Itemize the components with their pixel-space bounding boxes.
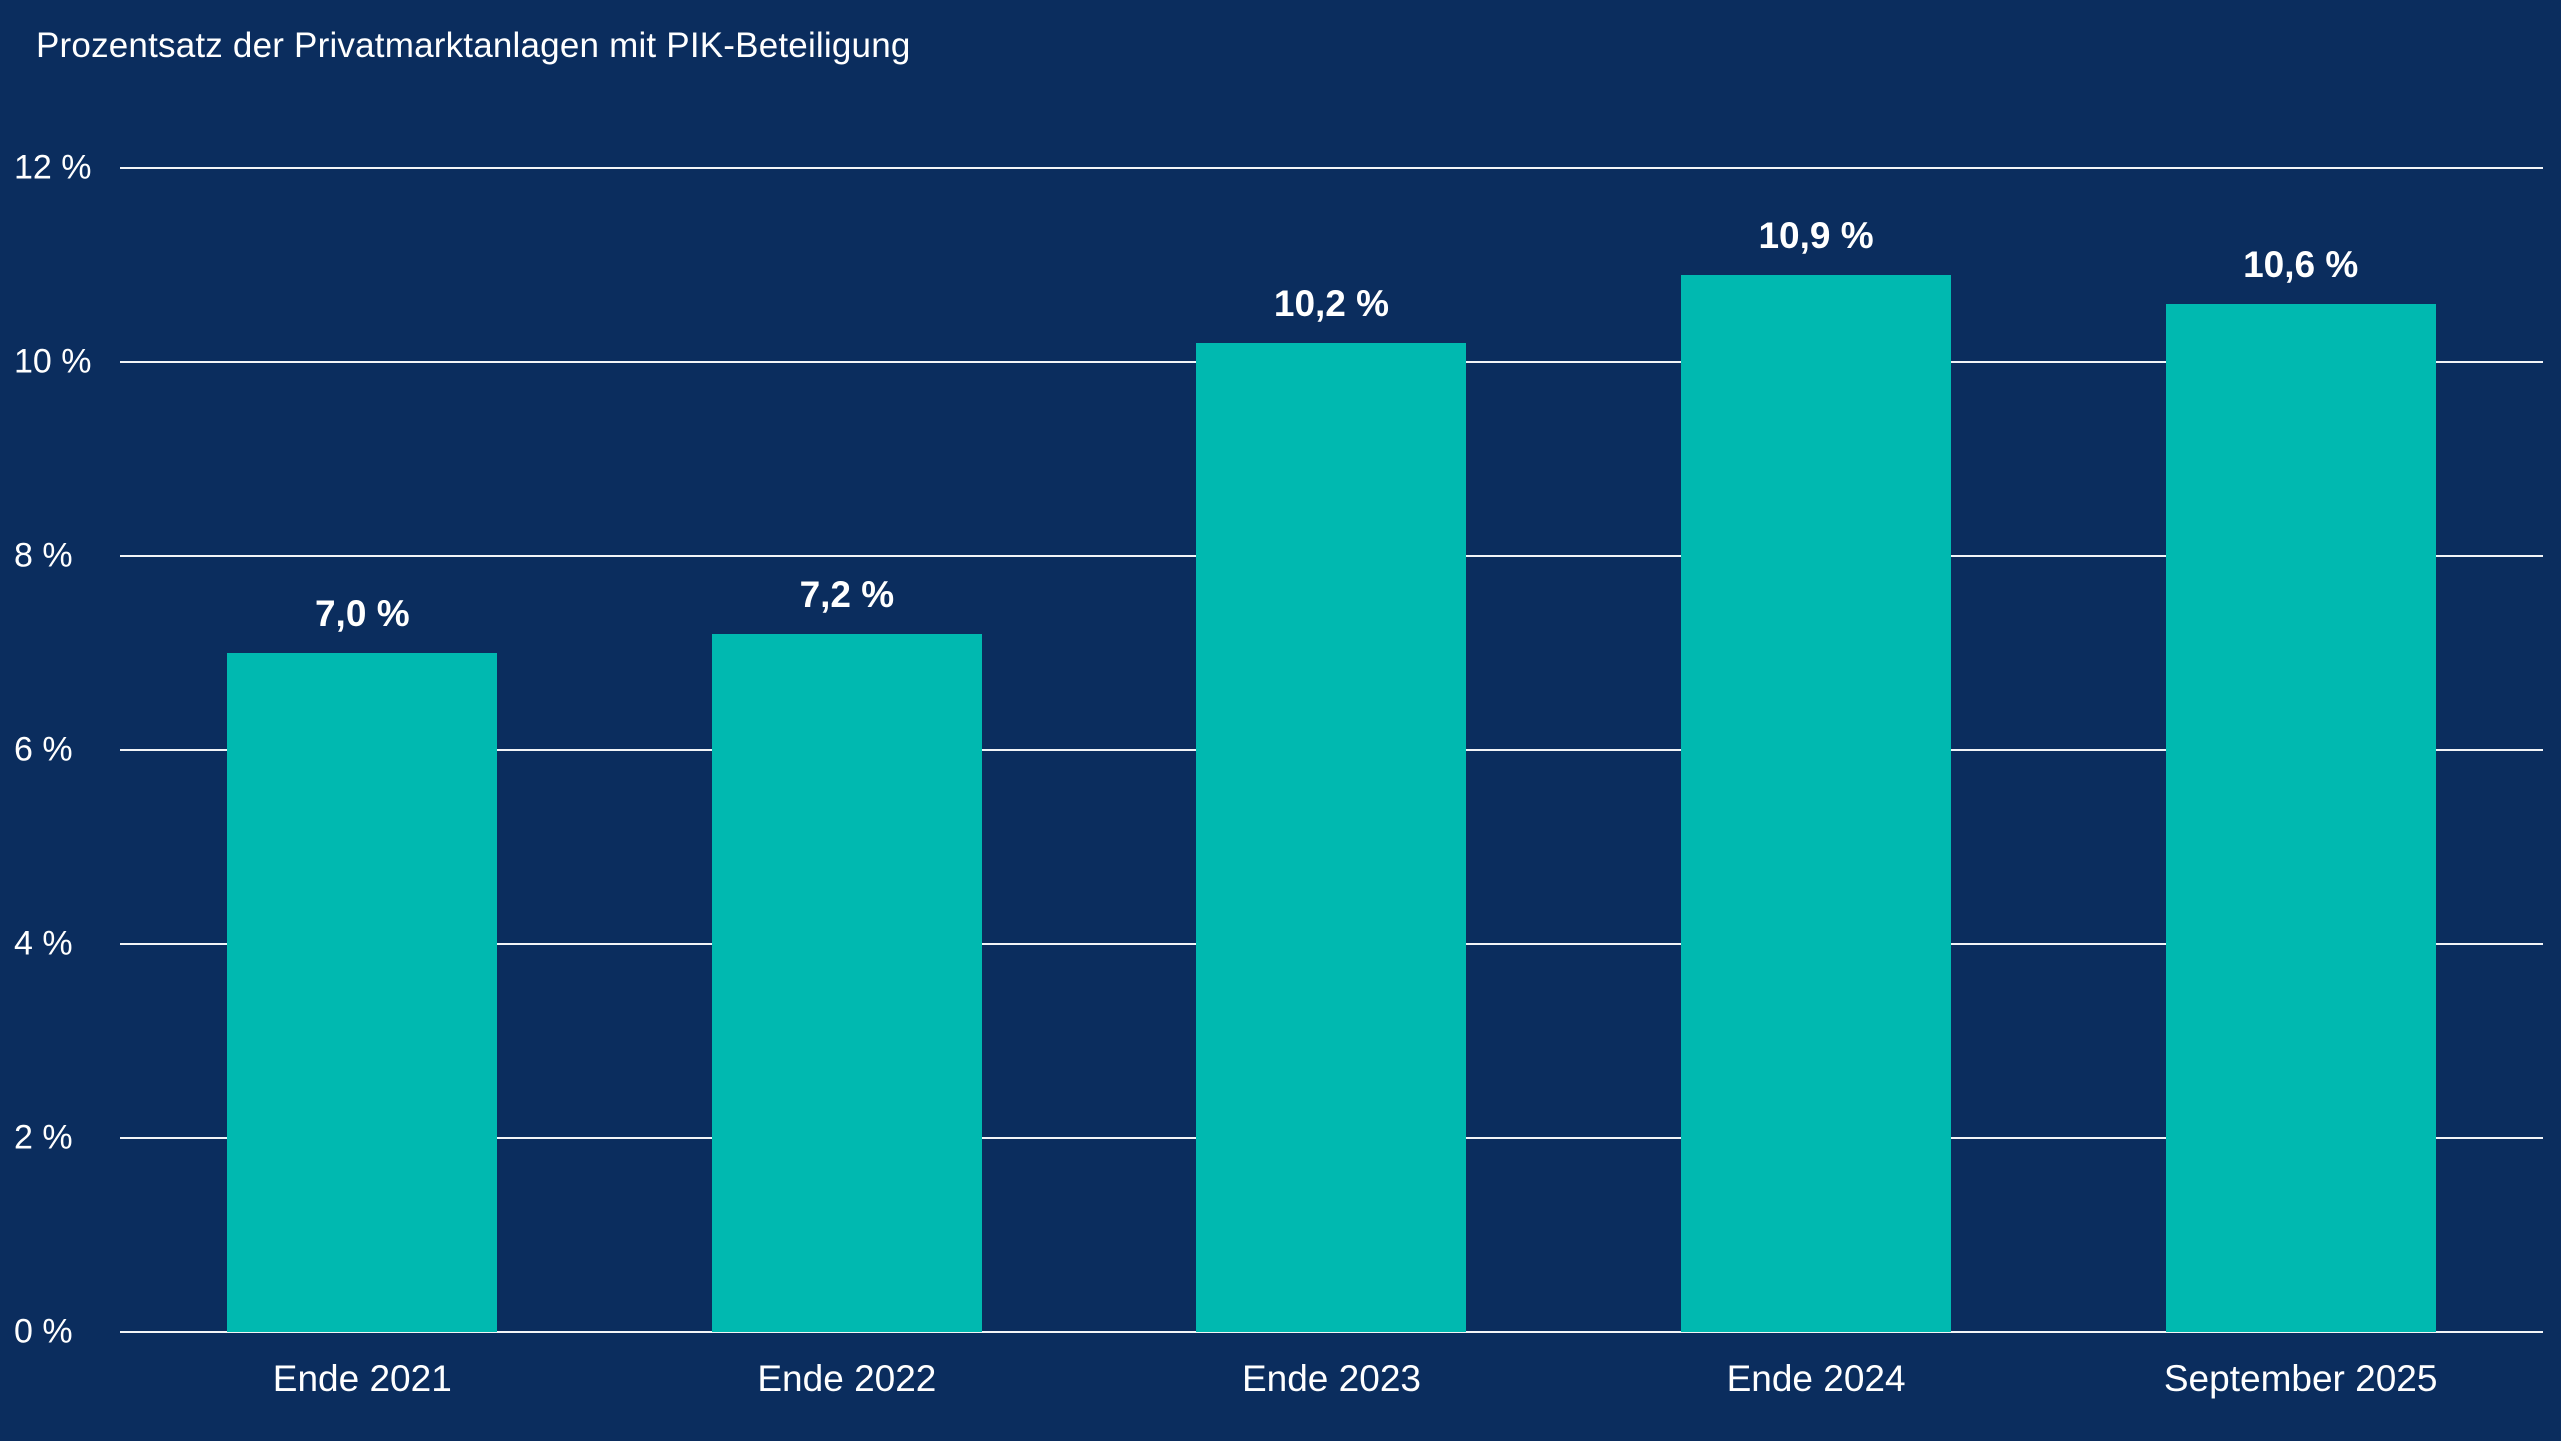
bar-column: 10,6 % — [2058, 168, 2543, 1332]
bar — [1196, 342, 1467, 1332]
bars-layer: 7,0 % 7,2 % 10,2 % 10,9 % 10,6 % — [120, 168, 2543, 1332]
bar — [2165, 303, 2436, 1332]
gridline — [120, 167, 2543, 169]
x-axis-category-label: Ende 2021 — [272, 1358, 452, 1399]
bar-value-label: 10,9 % — [1758, 214, 1874, 256]
y-axis-tick-label: 2 % — [14, 1118, 73, 1157]
gridline — [120, 1331, 2543, 1333]
y-axis-tick-label: 4 % — [14, 924, 73, 963]
y-axis-tick-label: 8 % — [14, 536, 73, 575]
x-axis-category-label: September 2025 — [2163, 1358, 2438, 1399]
bar — [227, 653, 498, 1332]
y-axis-tick-label: 10 % — [14, 342, 92, 381]
x-axis-category-label: Ende 2022 — [757, 1358, 937, 1399]
bar-column: 7,0 % — [120, 168, 605, 1332]
y-axis-tick-label: 0 % — [14, 1312, 73, 1351]
bar — [1681, 274, 1952, 1332]
y-axis-tick-label: 6 % — [14, 730, 73, 769]
bar-column: 10,2 % — [1089, 168, 1574, 1332]
bar-column: 10,9 % — [1574, 168, 2059, 1332]
bar-value-label: 7,0 % — [314, 593, 410, 634]
x-axis-labels: Ende 2021 Ende 2022 Ende 2023 Ende 2024 Sept… — [120, 1358, 2543, 1400]
bar — [711, 633, 982, 1332]
plot-area: 0 % 2 % 4 % 6 % 8 % 10 % 12 % 7,0 % 7,2 % 10,2 %… — [0, 149, 2561, 1351]
bar-value-label: 10,6 % — [2243, 243, 2359, 285]
bar-value-label: 7,2 % — [799, 573, 895, 615]
x-axis-category-label: Ende 2023 — [1241, 1358, 1421, 1399]
bar-value-label: 10,2 % — [1273, 282, 1390, 324]
bar-column: 7,2 % — [605, 168, 1090, 1332]
x-axis-category-label: Ende 2024 — [1726, 1358, 1906, 1399]
y-axis-tick-label: 12 % — [14, 148, 92, 187]
chart-title: Prozentsatz der Privatmarktanlagen mit P… — [36, 26, 911, 65]
